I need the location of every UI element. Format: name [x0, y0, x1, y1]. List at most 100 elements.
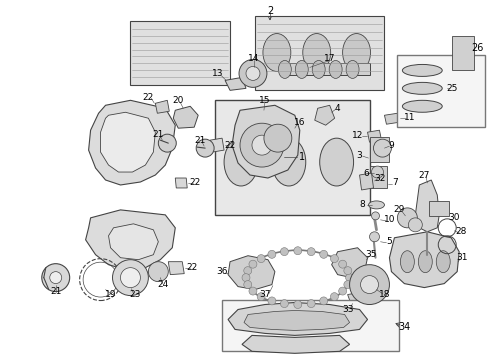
Polygon shape [232, 105, 300, 178]
Circle shape [257, 255, 265, 262]
Ellipse shape [418, 251, 432, 273]
Circle shape [246, 67, 260, 80]
Text: 24: 24 [158, 280, 169, 289]
Text: 7: 7 [392, 179, 398, 188]
Text: 22: 22 [190, 179, 201, 188]
Polygon shape [155, 100, 169, 113]
Ellipse shape [402, 64, 442, 76]
Ellipse shape [400, 251, 415, 273]
Bar [452, 36, 474, 71]
Text: 3: 3 [357, 150, 363, 159]
Circle shape [240, 123, 284, 167]
Ellipse shape [278, 60, 292, 78]
Circle shape [294, 247, 302, 255]
Circle shape [361, 276, 378, 293]
Polygon shape [86, 210, 175, 270]
Polygon shape [255, 15, 385, 90]
Ellipse shape [346, 60, 359, 78]
Circle shape [268, 297, 276, 305]
Circle shape [330, 293, 339, 301]
Text: 31: 31 [456, 253, 468, 262]
Polygon shape [315, 105, 335, 125]
Text: 20: 20 [172, 96, 184, 105]
Ellipse shape [224, 138, 258, 186]
Polygon shape [228, 302, 368, 336]
Text: 5: 5 [387, 237, 392, 246]
Bar [369, 166, 388, 188]
Polygon shape [347, 292, 368, 306]
Ellipse shape [402, 100, 442, 112]
Text: 9: 9 [389, 141, 394, 150]
Polygon shape [130, 21, 230, 85]
Polygon shape [108, 224, 158, 260]
Circle shape [371, 166, 384, 178]
Circle shape [319, 297, 328, 305]
Text: 22: 22 [143, 93, 154, 102]
Circle shape [294, 301, 302, 309]
Text: 15: 15 [259, 96, 270, 105]
Text: 6: 6 [364, 168, 369, 177]
Circle shape [339, 260, 346, 268]
Circle shape [252, 135, 272, 155]
Text: 23: 23 [130, 290, 141, 299]
Ellipse shape [272, 138, 306, 186]
Circle shape [244, 280, 252, 289]
Polygon shape [210, 138, 224, 152]
Text: 27: 27 [418, 171, 430, 180]
Bar [397, 55, 485, 127]
Polygon shape [100, 112, 155, 172]
Polygon shape [360, 173, 373, 190]
Polygon shape [368, 130, 382, 142]
Polygon shape [385, 113, 399, 124]
Circle shape [344, 280, 352, 289]
Circle shape [249, 287, 257, 295]
Circle shape [307, 300, 315, 307]
Circle shape [397, 208, 417, 228]
Circle shape [280, 300, 289, 307]
Circle shape [249, 260, 257, 268]
Polygon shape [175, 178, 187, 188]
Text: 18: 18 [379, 290, 390, 299]
Circle shape [330, 255, 339, 262]
Polygon shape [390, 232, 459, 288]
Text: 32: 32 [374, 174, 385, 183]
Text: 22: 22 [187, 263, 198, 272]
Text: 25: 25 [446, 84, 458, 93]
Text: 8: 8 [360, 201, 366, 210]
Polygon shape [225, 77, 246, 90]
Ellipse shape [343, 33, 370, 71]
Text: 1: 1 [299, 152, 305, 162]
Polygon shape [332, 248, 368, 278]
Polygon shape [168, 262, 184, 275]
Circle shape [158, 134, 176, 152]
Ellipse shape [312, 60, 325, 78]
Circle shape [244, 267, 252, 275]
Circle shape [344, 267, 352, 275]
Text: 35: 35 [366, 250, 377, 259]
Circle shape [319, 250, 328, 258]
Text: 17: 17 [324, 54, 336, 63]
Ellipse shape [295, 60, 308, 78]
Circle shape [307, 248, 315, 256]
Text: 34: 34 [398, 323, 411, 332]
Text: 12: 12 [352, 131, 363, 140]
Bar [222, 300, 399, 351]
Text: 26: 26 [471, 42, 483, 53]
Circle shape [408, 218, 422, 232]
Text: 21: 21 [50, 287, 61, 296]
Text: 4: 4 [335, 104, 341, 113]
Circle shape [148, 262, 168, 282]
Polygon shape [173, 106, 198, 128]
Bar [280, 63, 369, 75]
Circle shape [239, 59, 267, 87]
Text: 22: 22 [224, 141, 236, 150]
Polygon shape [89, 100, 175, 185]
Text: 13: 13 [212, 69, 224, 78]
Text: 21: 21 [195, 136, 206, 145]
Text: 19: 19 [105, 290, 116, 299]
Ellipse shape [263, 33, 291, 71]
Bar [369, 137, 390, 162]
Circle shape [121, 268, 141, 288]
Text: 2: 2 [267, 6, 273, 15]
Text: 11: 11 [404, 113, 415, 122]
